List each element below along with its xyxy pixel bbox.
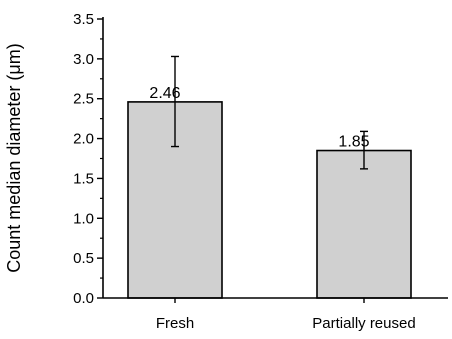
y-tick-label: 1.5 [73, 170, 94, 187]
data-label: 2.46 [149, 85, 180, 102]
y-tick-label: 0.0 [73, 290, 94, 307]
y-tick-label: 3.0 [73, 51, 94, 68]
y-tick-label: 1.0 [73, 210, 94, 227]
x-tick-label: Partially reused [312, 315, 415, 332]
y-tick-label: 2.5 [73, 91, 94, 108]
y-tick-label: 2.0 [73, 131, 94, 148]
plot-area: 2.46 1.85 0.0 0.5 1.0 1.5 2.0 2.5 3.0 3.5 Fresh Par… [73, 11, 448, 332]
x-tick-label: Fresh [156, 315, 194, 332]
y-axis-label: Count median diameter (μm) [4, 43, 24, 272]
y-tick-label: 0.5 [73, 250, 94, 267]
bar-partially-reused [316, 149, 412, 299]
data-label: 1.85 [338, 134, 369, 151]
y-tick-label: 3.5 [73, 11, 94, 28]
